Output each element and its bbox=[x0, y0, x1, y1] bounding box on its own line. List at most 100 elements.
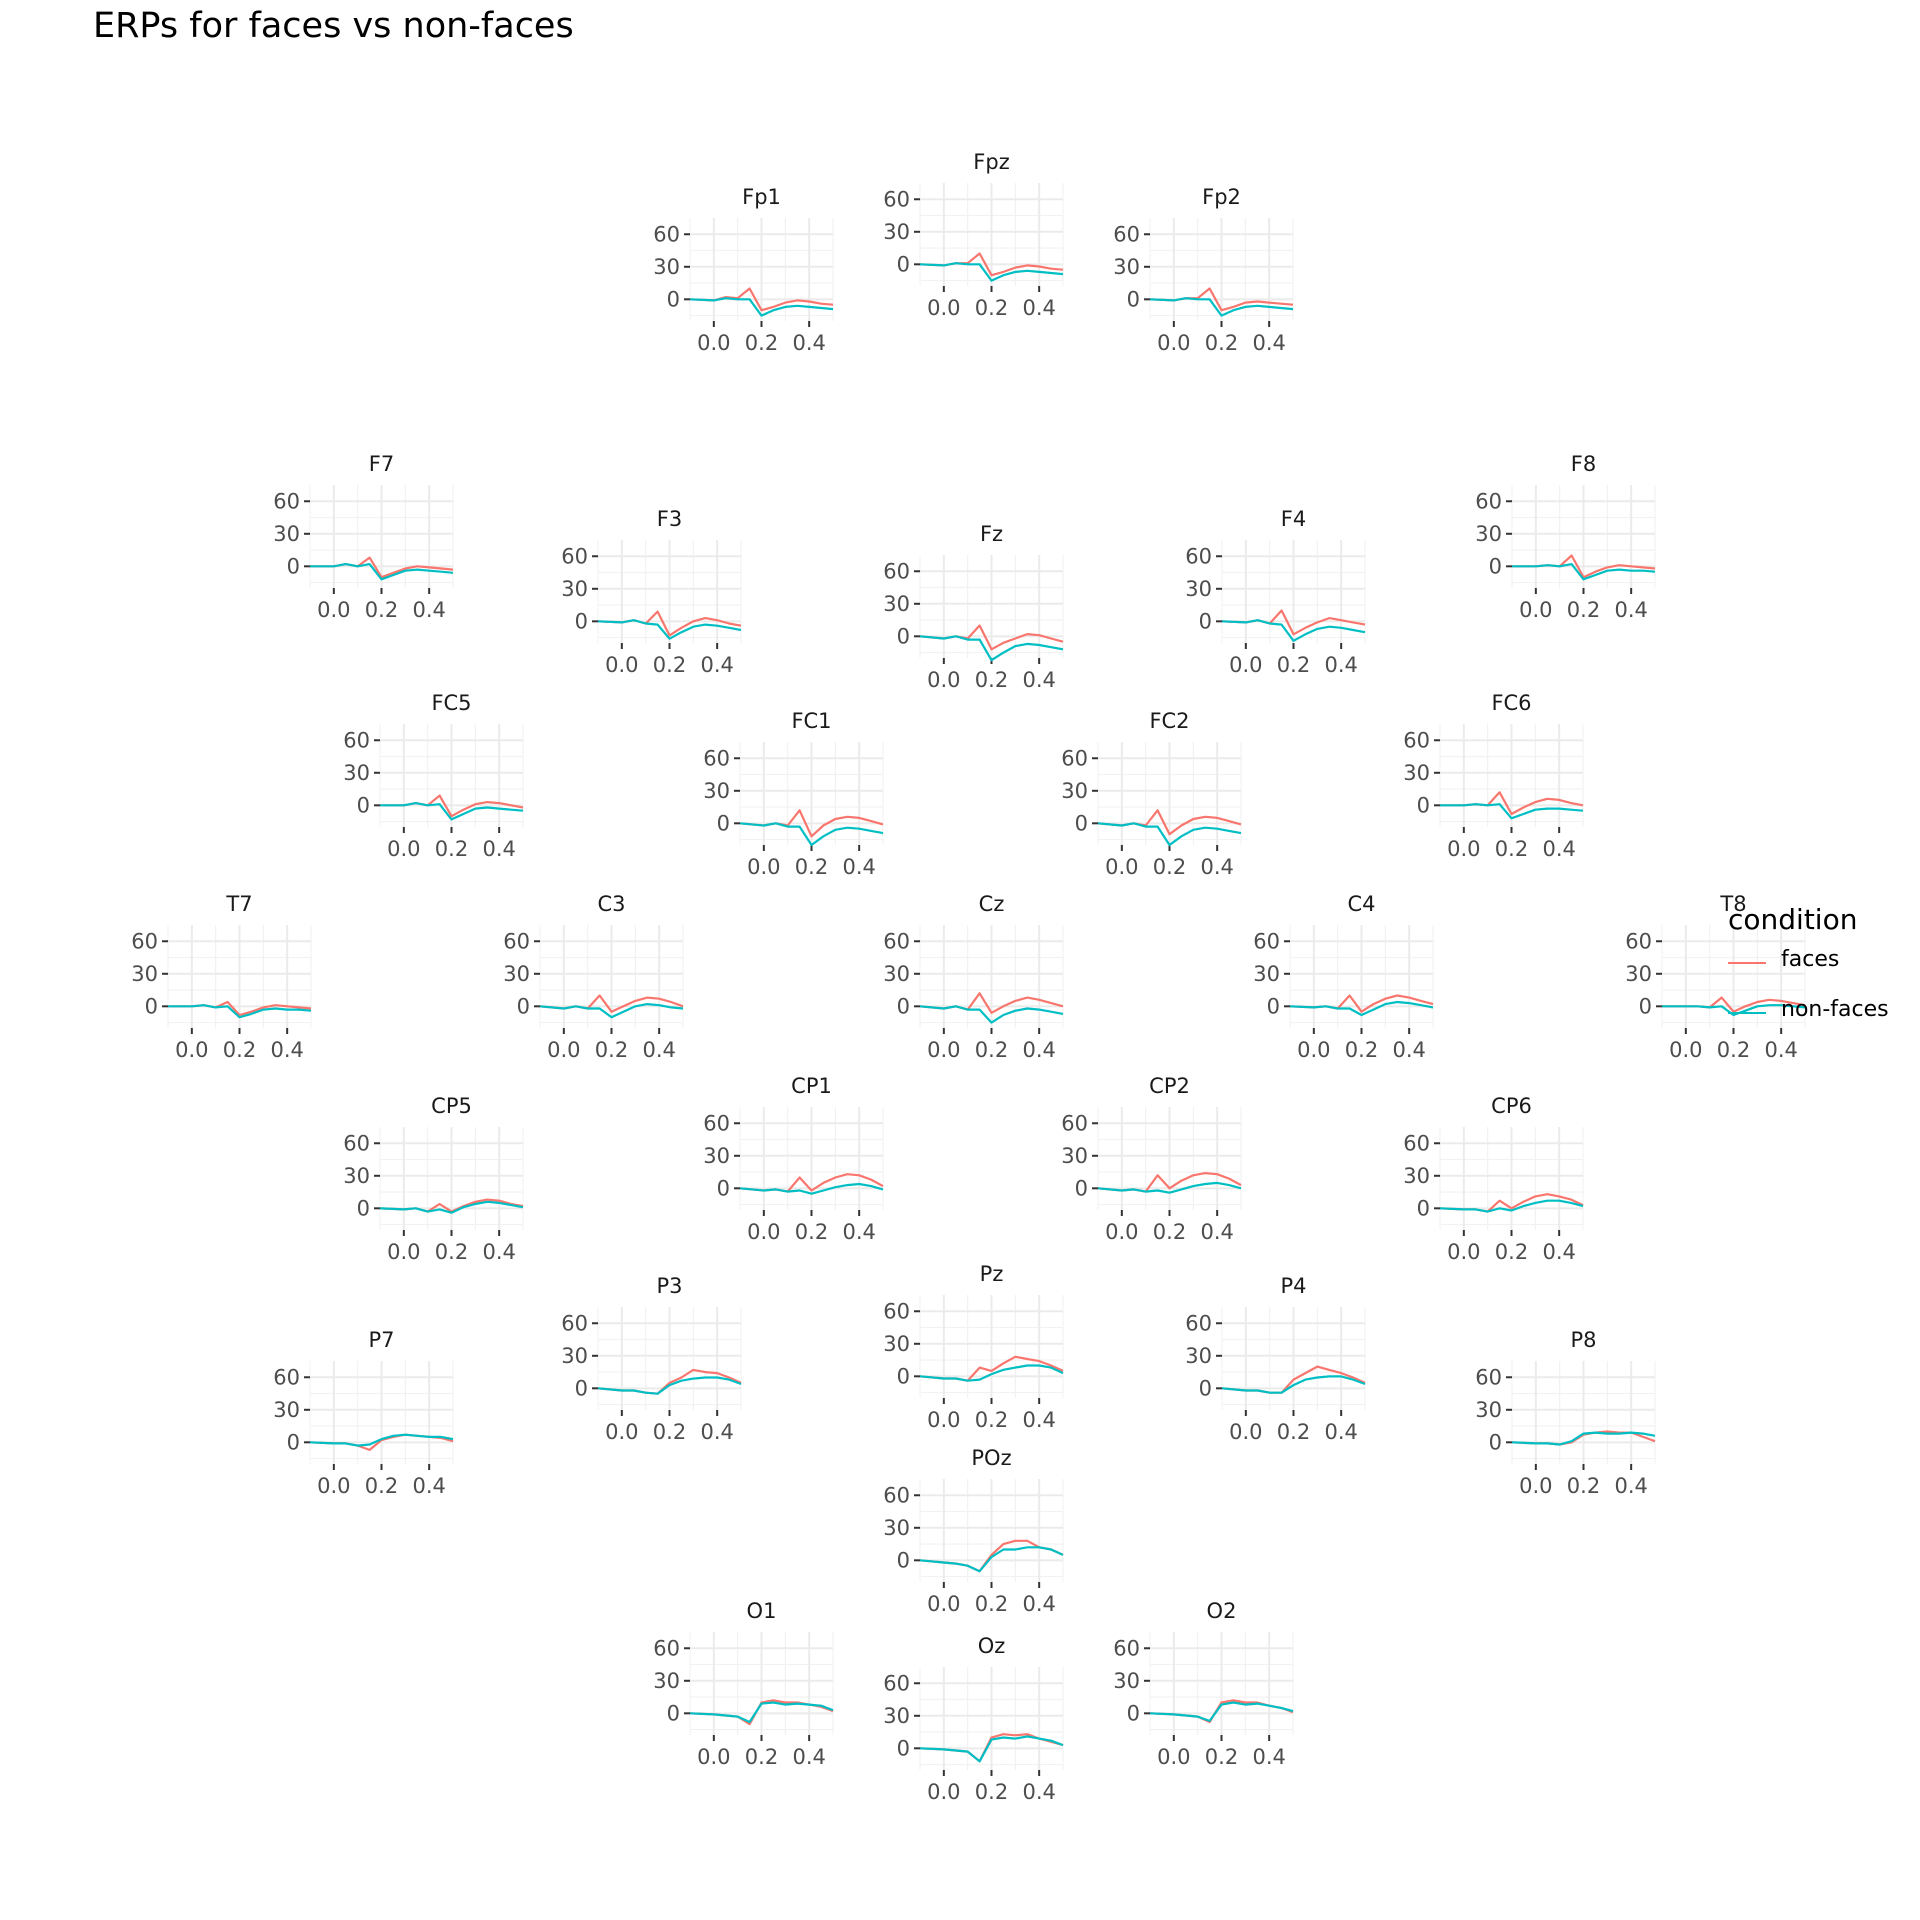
y-tick-label: 0 bbox=[897, 1364, 910, 1388]
y-tick-label: 60 bbox=[883, 187, 910, 211]
x-tick-label: 0.0 bbox=[927, 296, 960, 320]
panel-p8: P8 0 30 60 0.0 0.2 0.4 bbox=[1475, 1328, 1656, 1498]
panel-title-fpz: Fpz bbox=[973, 150, 1009, 174]
x-tick-label: 0.4 bbox=[1252, 1745, 1285, 1769]
x-tick-label: 0.4 bbox=[642, 1038, 675, 1062]
x-tick-label: 0.4 bbox=[1542, 1240, 1575, 1264]
y-tick-label: 30 bbox=[1625, 962, 1652, 986]
x-tick-label: 0.2 bbox=[1567, 1474, 1600, 1498]
series-line-non-faces bbox=[689, 297, 834, 317]
panel-title-oz: Oz bbox=[978, 1634, 1006, 1658]
x-tick-label: 0.4 bbox=[412, 598, 445, 622]
series-line-non-faces bbox=[1097, 1181, 1242, 1194]
panel-title-fc6: FC6 bbox=[1491, 691, 1531, 715]
series-line-non-faces bbox=[739, 822, 884, 847]
panel-fc2: FC2 0 30 60 0.0 0.2 0.4 bbox=[1061, 709, 1242, 879]
y-tick-label: 60 bbox=[503, 929, 530, 953]
panel-grid bbox=[167, 925, 312, 1028]
series-line-non-faces bbox=[379, 1200, 524, 1214]
y-tick-label: 30 bbox=[343, 1164, 370, 1188]
x-tick-label: 0.0 bbox=[317, 1474, 350, 1498]
y-tick-label: 30 bbox=[653, 1669, 680, 1693]
series-line-non-faces bbox=[597, 619, 742, 640]
panel-fpz: Fpz 0 30 60 0.0 0.2 0.4 bbox=[883, 150, 1064, 320]
x-tick-label: 0.4 bbox=[1022, 1408, 1055, 1432]
series-line-non-faces bbox=[168, 1004, 312, 1019]
y-tick-label: 0 bbox=[145, 994, 158, 1018]
y-tick-label: 60 bbox=[883, 1671, 910, 1695]
y-tick-label: 60 bbox=[883, 1483, 910, 1507]
x-tick-label: 0.4 bbox=[1542, 837, 1575, 861]
y-tick-label: 60 bbox=[1253, 929, 1280, 953]
y-tick-label: 30 bbox=[561, 577, 588, 601]
y-tick-label: 60 bbox=[653, 1636, 680, 1660]
y-tick-label: 30 bbox=[1061, 1144, 1088, 1168]
series-line-non-faces bbox=[919, 1364, 1064, 1382]
panel-title-p3: P3 bbox=[656, 1274, 682, 1298]
y-tick-label: 60 bbox=[131, 929, 158, 953]
x-tick-label: 0.2 bbox=[1277, 653, 1310, 677]
panel-fc5: FC5 0 30 60 0.0 0.2 0.4 bbox=[343, 691, 524, 861]
panel-title-p4: P4 bbox=[1280, 1274, 1306, 1298]
x-tick-label: 0.0 bbox=[1105, 1220, 1138, 1244]
panel-title-fc2: FC2 bbox=[1149, 709, 1189, 733]
series-line-non-faces bbox=[739, 1182, 884, 1195]
x-tick-label: 0.0 bbox=[1519, 598, 1552, 622]
series-line-non-faces bbox=[919, 262, 1064, 282]
legend-item-non-faces: non-faces bbox=[1725, 990, 1920, 1036]
y-tick-label: 0 bbox=[1127, 287, 1140, 311]
x-tick-label: 0.2 bbox=[653, 1420, 686, 1444]
x-tick-label: 0.2 bbox=[1277, 1420, 1310, 1444]
panel-grid bbox=[1439, 724, 1584, 827]
x-tick-label: 0.4 bbox=[842, 855, 875, 879]
x-tick-label: 0.2 bbox=[975, 668, 1008, 692]
y-tick-label: 60 bbox=[883, 559, 910, 583]
x-tick-label: 0.4 bbox=[1392, 1038, 1425, 1062]
y-tick-label: 30 bbox=[653, 255, 680, 279]
x-tick-label: 0.0 bbox=[1229, 1420, 1262, 1444]
x-tick-label: 0.4 bbox=[1200, 1220, 1233, 1244]
panel-title-o1: O1 bbox=[747, 1599, 777, 1623]
y-tick-label: 30 bbox=[1403, 761, 1430, 785]
y-tick-label: 60 bbox=[343, 1131, 370, 1155]
x-tick-label: 0.2 bbox=[975, 1780, 1008, 1804]
panel-cp2: CP2 0 30 60 0.0 0.2 0.4 bbox=[1061, 1074, 1242, 1244]
x-tick-label: 0.0 bbox=[1157, 331, 1190, 355]
y-tick-label: 0 bbox=[897, 624, 910, 648]
panel-title-cp1: CP1 bbox=[791, 1074, 832, 1098]
panel-title-c3: C3 bbox=[597, 892, 625, 916]
y-tick-label: 30 bbox=[1185, 1344, 1212, 1368]
x-tick-label: 0.4 bbox=[1022, 1592, 1055, 1616]
y-tick-label: 60 bbox=[703, 1111, 730, 1135]
panel-grid bbox=[309, 1361, 454, 1464]
y-tick-label: 0 bbox=[1199, 1376, 1212, 1400]
x-tick-label: 0.2 bbox=[365, 1474, 398, 1498]
x-tick-label: 0.2 bbox=[1153, 855, 1186, 879]
legend-label-non-faces: non-faces bbox=[1781, 997, 1889, 1022]
y-tick-label: 30 bbox=[883, 592, 910, 616]
y-tick-label: 60 bbox=[1475, 489, 1502, 513]
panel-title-t7: T7 bbox=[225, 892, 252, 916]
x-tick-label: 0.0 bbox=[1519, 1474, 1552, 1498]
x-tick-label: 0.4 bbox=[700, 653, 733, 677]
y-tick-label: 30 bbox=[343, 761, 370, 785]
panel-title-f3: F3 bbox=[657, 507, 682, 531]
series-line-non-faces bbox=[539, 1002, 684, 1019]
x-tick-label: 0.4 bbox=[1200, 855, 1233, 879]
panel-f8: F8 0 30 60 0.0 0.2 0.4 bbox=[1475, 452, 1656, 622]
series-line-non-faces bbox=[310, 562, 454, 581]
y-tick-label: 30 bbox=[703, 779, 730, 803]
y-tick-label: 60 bbox=[883, 1299, 910, 1323]
series-line-non-faces bbox=[597, 1376, 742, 1395]
y-tick-label: 30 bbox=[1475, 522, 1502, 546]
panel-title-poz: POz bbox=[971, 1446, 1011, 1470]
x-tick-label: 0.4 bbox=[1022, 1038, 1055, 1062]
y-tick-label: 30 bbox=[883, 1704, 910, 1728]
y-tick-label: 30 bbox=[561, 1344, 588, 1368]
panel-title-cp6: CP6 bbox=[1491, 1094, 1532, 1118]
panel-grid bbox=[739, 1107, 884, 1210]
x-tick-label: 0.2 bbox=[1153, 1220, 1186, 1244]
y-tick-label: 30 bbox=[883, 1516, 910, 1540]
x-tick-label: 0.2 bbox=[1205, 331, 1238, 355]
x-tick-label: 0.0 bbox=[1105, 855, 1138, 879]
